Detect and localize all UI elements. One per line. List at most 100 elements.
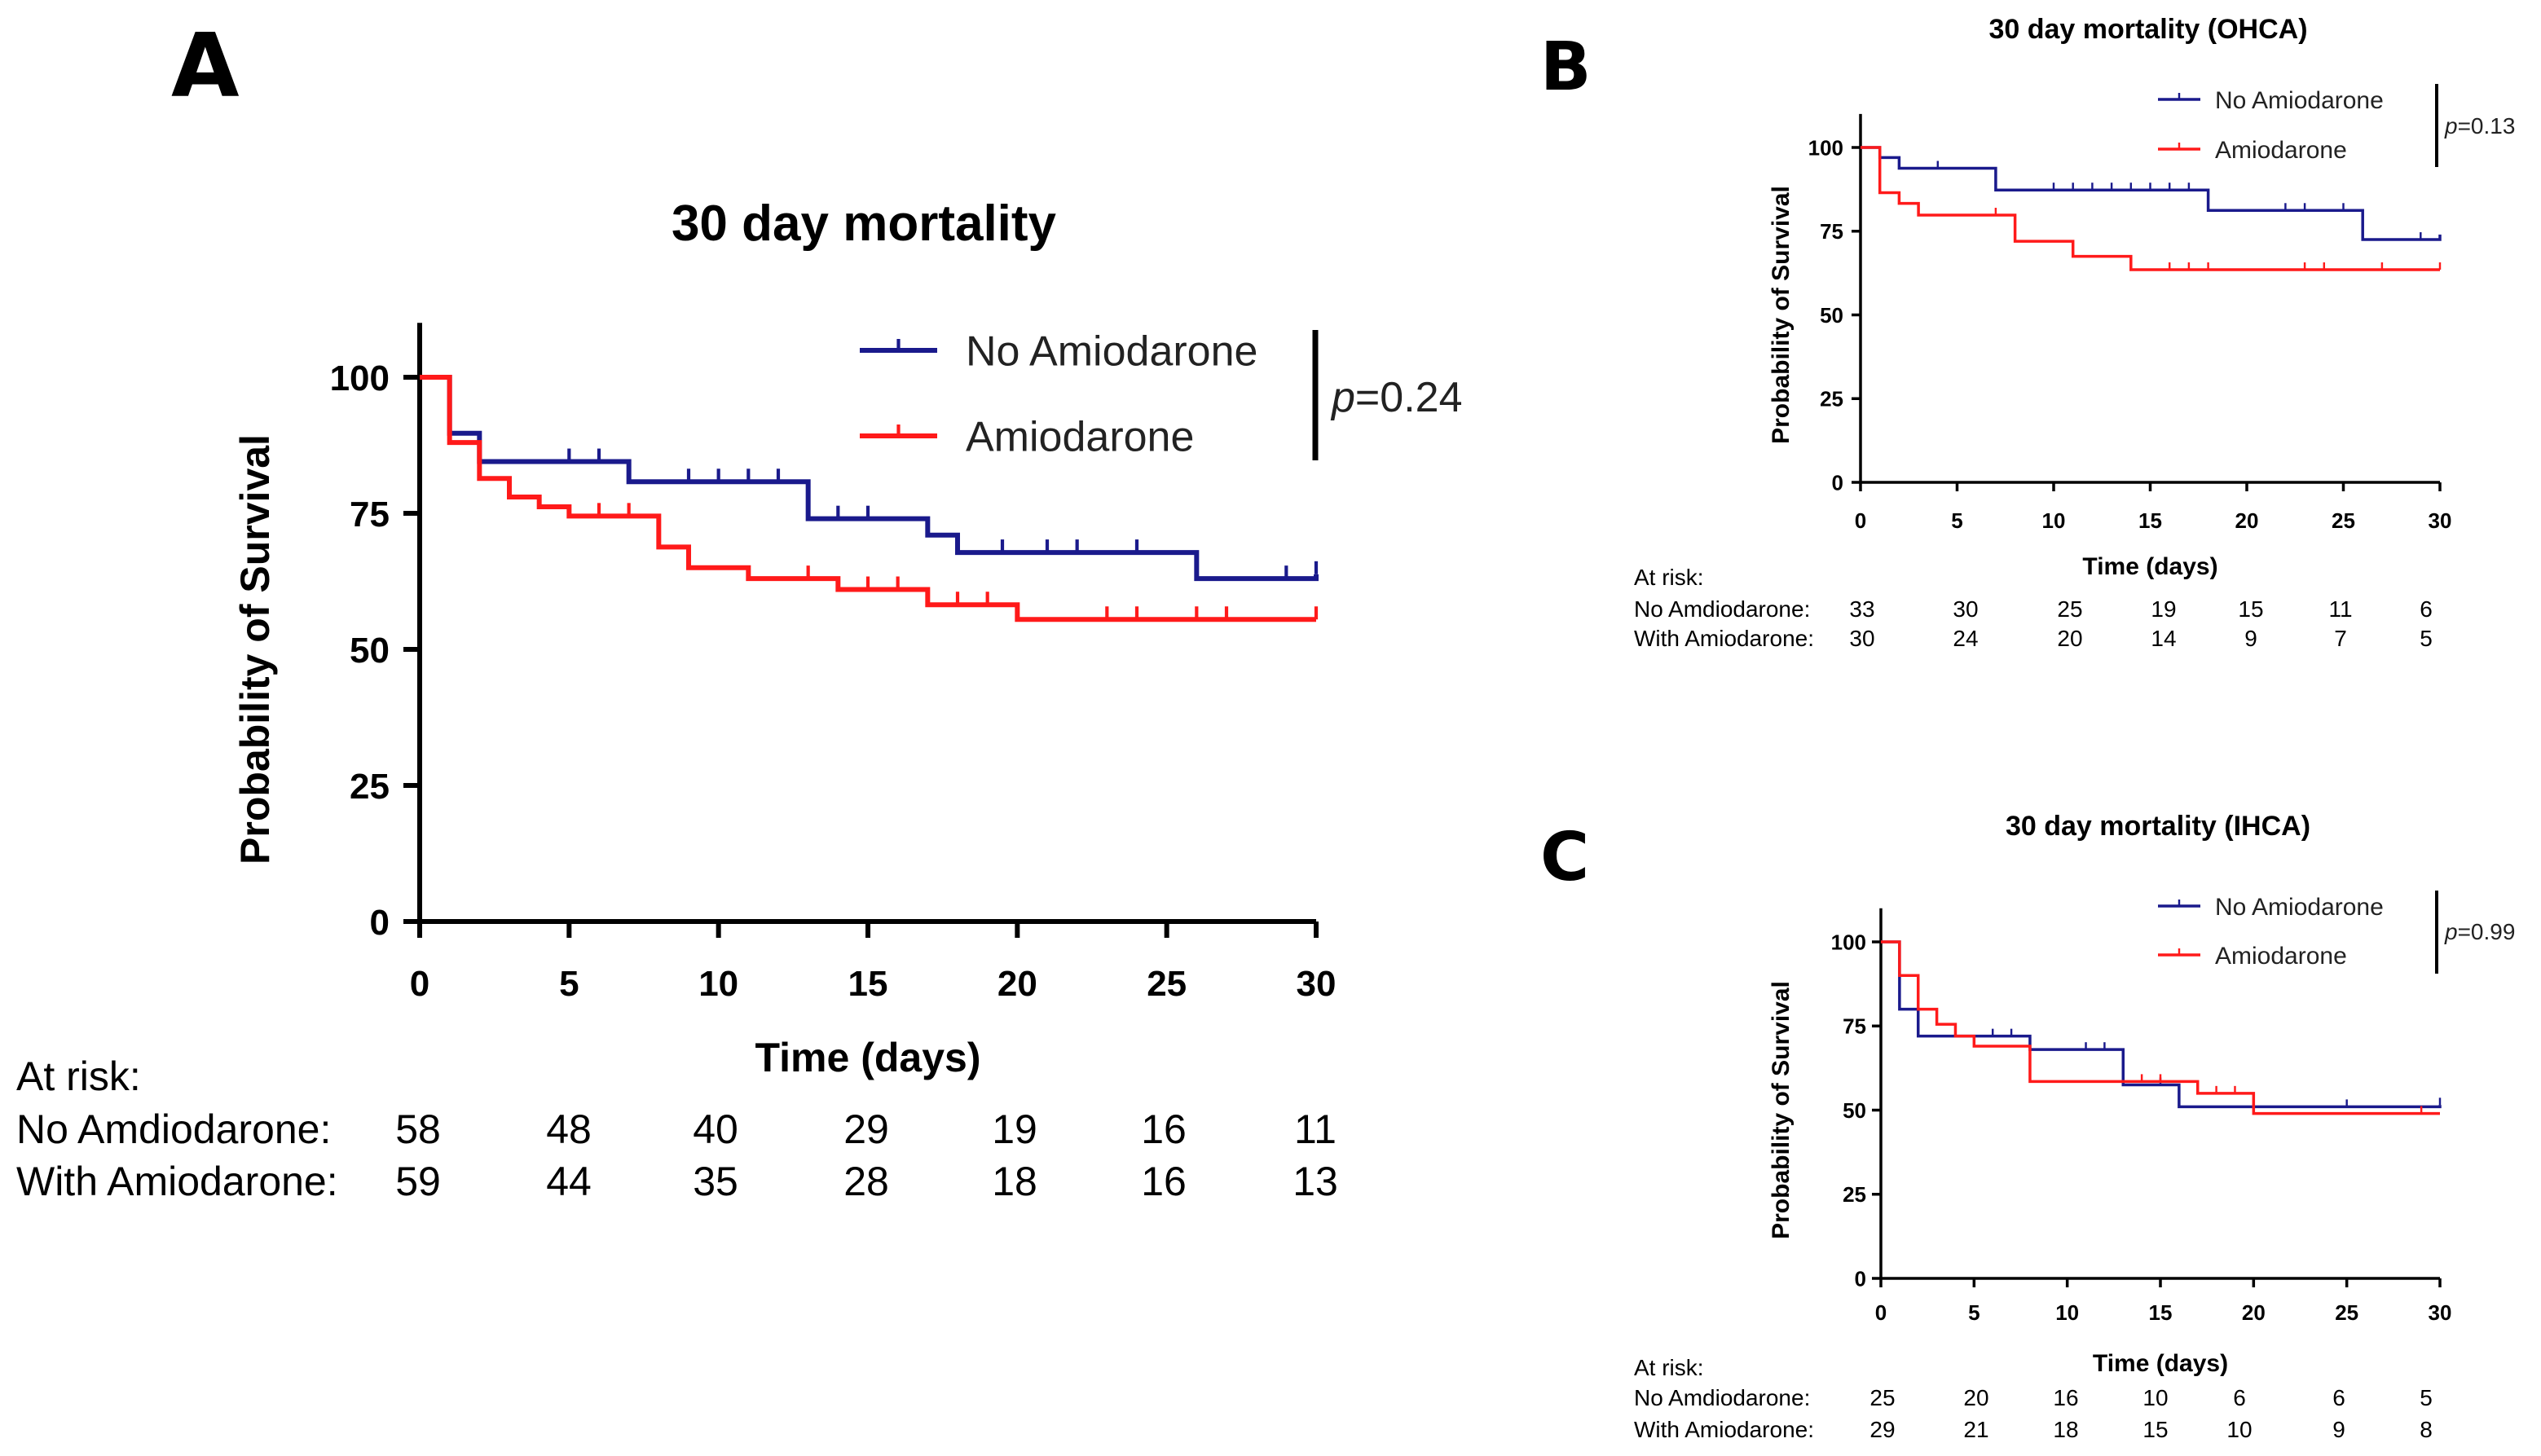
p-value: p=0.99 [2444, 919, 2515, 944]
at-risk-value: 19 [2151, 596, 2176, 622]
at-risk-value: 29 [1869, 1417, 1895, 1442]
legend-label: Amiodarone [966, 414, 1194, 461]
at-risk-row-label: No Amdiodarone: [1634, 596, 1810, 622]
x-tick-label: 5 [559, 964, 579, 1004]
at-risk-value: 6 [2420, 596, 2433, 622]
x-axis-label: Time (days) [755, 1035, 981, 1080]
y-axis-label: Probability of Survival [1768, 981, 1795, 1239]
at-risk-value: 11 [2328, 596, 2352, 622]
chart-title: 30 day mortality (OHCA) [1988, 14, 2307, 45]
y-tick-label: 75 [350, 495, 390, 534]
at-risk-value: 7 [2334, 626, 2347, 651]
at-risk-value: 20 [2057, 626, 2082, 651]
p-value-symbol: p [2444, 113, 2458, 139]
at-risk-value: 59 [395, 1159, 441, 1204]
p-value-symbol: p [2444, 919, 2458, 944]
x-tick-label: 0 [410, 964, 429, 1004]
chart-title: 30 day mortality [672, 196, 1057, 252]
y-tick-label: 25 [350, 767, 390, 807]
x-tick-label: 20 [997, 964, 1037, 1004]
at-risk-row-label: With Amiodarone: [1634, 626, 1814, 651]
at-risk-value: 44 [546, 1159, 592, 1204]
p-value-symbol: p [1330, 374, 1355, 421]
y-axis-label: Probability of Survival [232, 434, 278, 864]
at-risk-value: 40 [693, 1106, 738, 1152]
x-tick-label: 5 [1968, 1300, 1980, 1325]
p-value-number: =0.13 [2458, 113, 2516, 139]
chart-panel-a: A 30 day mortality 0 5 10 15 20 25 30 0 25 50 75 100 P… [16, 15, 1463, 1204]
x-axis-label: Time (days) [2093, 1350, 2228, 1377]
at-risk-value: 6 [2233, 1385, 2246, 1410]
at-risk-heading: At risk: [1634, 565, 1704, 590]
at-risk-value: 5 [2420, 626, 2433, 651]
x-tick-label: 0 [1875, 1300, 1887, 1325]
x-tick-label: 15 [2149, 1300, 2173, 1325]
at-risk-value: 9 [2244, 626, 2257, 651]
at-risk-value: 19 [992, 1106, 1037, 1152]
at-risk-value: 20 [1963, 1385, 1988, 1410]
at-risk-value: 18 [2053, 1417, 2078, 1442]
y-tick-label: 0 [370, 903, 390, 943]
at-risk-value: 28 [843, 1159, 889, 1204]
at-risk-value: 11 [1294, 1106, 1337, 1152]
at-risk-value: 29 [843, 1106, 889, 1152]
at-risk-value: 8 [2420, 1417, 2433, 1442]
at-risk-heading: At risk: [1634, 1355, 1704, 1380]
at-risk-value: 6 [2332, 1385, 2345, 1410]
panel-letter: B [1540, 29, 1592, 106]
at-risk-value: 48 [546, 1106, 592, 1152]
chart-panel-c: C 30 day mortality (IHCA) 0 5 10 15 20 25 30 0 25 5… [1540, 811, 2515, 1442]
at-risk-value: 58 [395, 1106, 441, 1152]
x-tick-label: 15 [2138, 508, 2162, 533]
x-tick-label: 30 [2429, 1300, 2452, 1325]
y-tick-label: 75 [1820, 219, 1843, 244]
survival-curve-no-amiodarone [420, 375, 1319, 582]
y-tick-label: 100 [330, 359, 390, 398]
y-tick-label: 50 [1843, 1098, 1866, 1123]
y-tick-label: 100 [1808, 135, 1843, 160]
at-risk-row-label: No Amdiodarone: [16, 1106, 331, 1152]
at-risk-row-label: No Amdiodarone: [1634, 1385, 1810, 1410]
survival-curve-amiodarone [1861, 146, 2440, 271]
legend-label: Amiodarone [2215, 943, 2347, 970]
chart-title: 30 day mortality (IHCA) [2006, 811, 2310, 842]
at-risk-value: 10 [2142, 1385, 2168, 1410]
chart-panel-b: B 30 day mortality (OHCA) 0 5 10 15 20 25 30 0 25 5… [1540, 14, 2515, 651]
x-axis-label: Time (days) [2082, 553, 2217, 580]
at-risk-value: 18 [992, 1159, 1037, 1204]
at-risk-value: 5 [2420, 1385, 2433, 1410]
at-risk-row-label: With Amiodarone: [16, 1159, 338, 1204]
y-tick-label: 0 [1832, 470, 1843, 495]
x-tick-label: 5 [1951, 508, 1962, 533]
at-risk-value: 21 [1963, 1417, 1988, 1442]
x-tick-label: 30 [1297, 964, 1337, 1004]
x-tick-label: 30 [2429, 508, 2452, 533]
x-tick-label: 25 [2335, 1300, 2358, 1325]
p-value-number: =0.99 [2458, 919, 2516, 944]
at-risk-value: 10 [2226, 1417, 2252, 1442]
x-tick-label: 10 [698, 964, 738, 1004]
x-tick-label: 20 [2242, 1300, 2266, 1325]
legend-label: Amiodarone [2215, 137, 2347, 164]
legend-label: No Amiodarone [966, 328, 1257, 376]
at-risk-value: 9 [2332, 1417, 2345, 1442]
at-risk-value: 16 [2053, 1385, 2078, 1410]
y-tick-label: 0 [1855, 1266, 1866, 1291]
x-tick-label: 20 [2235, 508, 2259, 533]
at-risk-value: 30 [1849, 626, 1874, 651]
at-risk-value: 35 [693, 1159, 738, 1204]
x-tick-label: 0 [1855, 508, 1866, 533]
x-tick-label: 10 [2055, 1300, 2079, 1325]
legend-label: No Amiodarone [2215, 894, 2384, 921]
y-tick-label: 25 [1843, 1182, 1866, 1207]
y-tick-label: 100 [1831, 930, 1866, 954]
at-risk-value: 25 [1869, 1385, 1895, 1410]
at-risk-row-label: With Amiodarone: [1634, 1417, 1814, 1442]
x-tick-label: 25 [1147, 964, 1187, 1004]
panel-letter: A [171, 15, 240, 117]
x-tick-label: 15 [848, 964, 888, 1004]
survival-curve-no-amiodarone [1861, 146, 2442, 241]
y-tick-label: 75 [1843, 1014, 1866, 1039]
at-risk-value: 14 [2151, 626, 2176, 651]
